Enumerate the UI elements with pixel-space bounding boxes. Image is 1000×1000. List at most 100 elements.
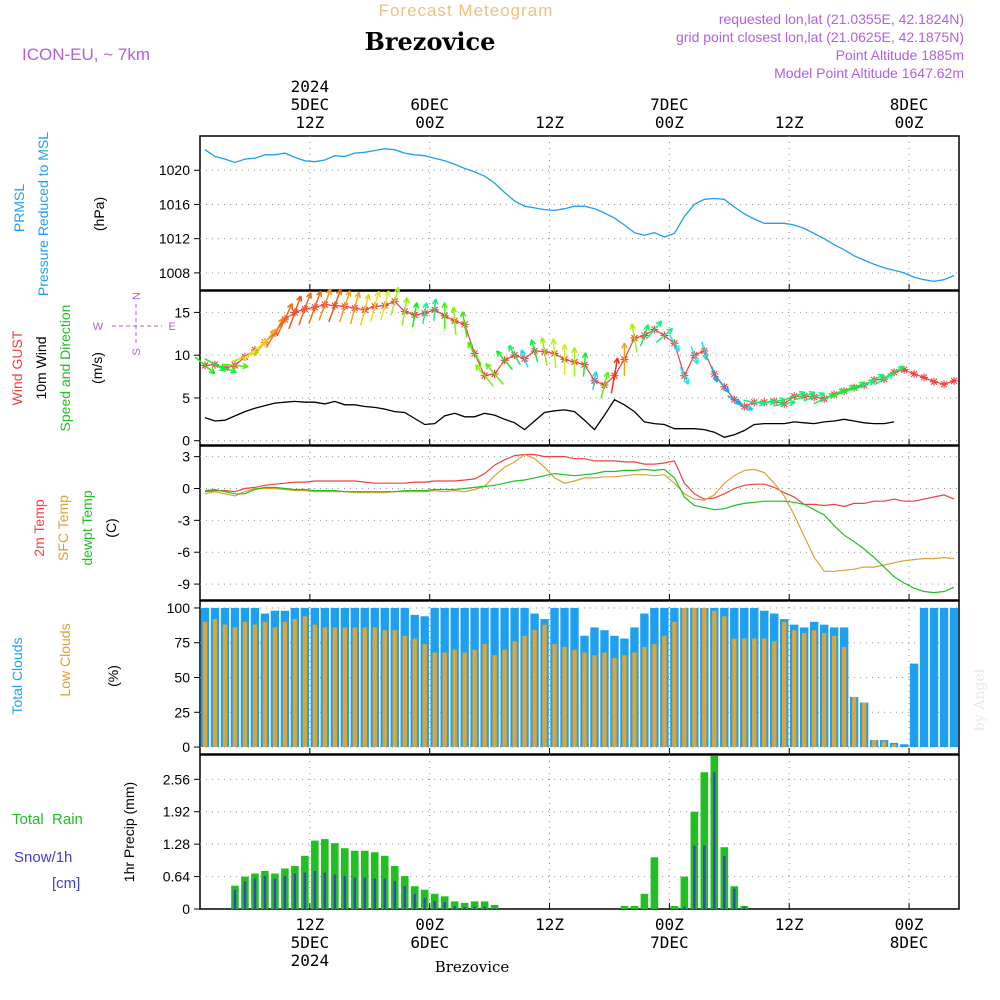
rain-bar bbox=[490, 904, 499, 909]
bottom-hour-label: 12Z bbox=[775, 915, 804, 934]
model-altitude: Model Point Altitude 1647.62m bbox=[774, 65, 964, 81]
rain-bar bbox=[700, 772, 709, 909]
wind-arrow bbox=[864, 373, 885, 387]
low-clouds-bar bbox=[382, 630, 387, 748]
wind-arrow bbox=[582, 352, 587, 377]
low-clouds-bar bbox=[772, 641, 777, 748]
low-clouds-bar bbox=[352, 627, 357, 748]
compass-west: W bbox=[93, 321, 104, 333]
wind-arrow-head bbox=[621, 342, 628, 349]
precipitation-ytick-label: 1.28 bbox=[163, 836, 190, 852]
wind-arrow bbox=[690, 345, 699, 365]
low-clouds-bar bbox=[881, 741, 887, 748]
wind-arrow-head bbox=[242, 362, 249, 370]
low-clouds-bar bbox=[851, 696, 857, 748]
pressure-units: (hPa) bbox=[91, 197, 107, 231]
wind-arrow-head bbox=[746, 404, 754, 411]
wind-arrow-head bbox=[789, 399, 796, 407]
wind-arrow-head bbox=[798, 390, 806, 398]
low-clouds-bar bbox=[502, 649, 507, 748]
compass-east: E bbox=[168, 321, 175, 333]
rain-bar bbox=[460, 902, 469, 909]
wind-arrow-head bbox=[520, 349, 527, 356]
rain-bar bbox=[650, 857, 659, 909]
low-clouds-bar bbox=[582, 652, 587, 748]
wind-arrow-head bbox=[485, 362, 492, 370]
total-clouds-bar bbox=[929, 607, 939, 748]
panel-temperature: -9 -6 -3 0 3 bbox=[178, 445, 960, 601]
low-clouds-label: Low Clouds bbox=[57, 623, 73, 696]
snow-bar bbox=[303, 872, 307, 909]
wind-arrow-head bbox=[335, 288, 343, 296]
pressure-frame bbox=[199, 135, 960, 291]
wind-arrow bbox=[710, 365, 718, 383]
total-clouds-bar bbox=[919, 607, 929, 748]
wind-dir-label: Speed and Direction bbox=[57, 305, 73, 432]
snow-bar bbox=[333, 874, 337, 909]
wind-arrow bbox=[194, 356, 216, 375]
wind-arrow bbox=[803, 392, 825, 402]
gust-marker bbox=[920, 373, 929, 382]
total-clouds-bar bbox=[949, 607, 959, 748]
station-title: Brezovice bbox=[365, 27, 496, 56]
wind-arrow bbox=[298, 292, 312, 326]
wind-arrow bbox=[773, 401, 796, 407]
low-clouds-bar bbox=[332, 627, 338, 748]
snow-bar bbox=[293, 873, 297, 909]
pressure-ytick-label: 1008 bbox=[159, 265, 190, 281]
precipitation-ytick-label: 0 bbox=[182, 901, 190, 917]
wind-arrow bbox=[422, 302, 428, 324]
low-clouds-bar bbox=[532, 630, 537, 748]
wind-arrow bbox=[390, 287, 400, 316]
low-clouds-bar bbox=[482, 644, 487, 748]
wind-arrow bbox=[231, 351, 259, 363]
wind-ytick-label: 0 bbox=[182, 433, 190, 449]
top-date-label: 8DEC bbox=[890, 95, 929, 114]
panel-wind: 0 5 10 15 bbox=[174, 290, 960, 449]
low-clouds-bar bbox=[762, 638, 767, 748]
point-altitude: Point Altitude 1885m bbox=[836, 47, 964, 63]
bottom-year-label: 2024 bbox=[291, 951, 330, 970]
wind-arrow bbox=[308, 290, 322, 324]
wind-arrow bbox=[328, 288, 342, 323]
low-clouds-bar bbox=[652, 644, 657, 748]
clouds-ytick-label: 25 bbox=[174, 704, 190, 720]
temperature-ytick-label: -3 bbox=[178, 512, 191, 528]
wind-arrow bbox=[530, 339, 539, 363]
wind-ytick-label: 10 bbox=[174, 347, 190, 363]
low-clouds-bar bbox=[492, 655, 497, 748]
low-clouds-bar bbox=[272, 627, 278, 748]
low-clouds-bar bbox=[402, 635, 407, 748]
total-clouds-bar bbox=[909, 663, 919, 748]
low-clouds-bar bbox=[632, 652, 637, 748]
wind-arrow bbox=[508, 345, 521, 366]
wind-arrow-head bbox=[460, 311, 467, 318]
wind-arrow bbox=[655, 328, 674, 343]
wind-arrow-head bbox=[683, 378, 690, 385]
wind-arrow-head bbox=[818, 391, 826, 399]
wind-arrow-head bbox=[230, 367, 237, 374]
wind-arrow bbox=[646, 320, 663, 339]
wind-arrow bbox=[276, 303, 293, 336]
pressure-label-2: Pressure Reduced to MSL bbox=[35, 132, 51, 296]
snow-bar bbox=[473, 906, 476, 909]
gust-marker bbox=[900, 365, 909, 374]
wind-arrow bbox=[401, 297, 408, 326]
wind-arrow bbox=[639, 324, 650, 347]
wind-arrow-head bbox=[412, 302, 420, 309]
snow-bar bbox=[233, 889, 237, 909]
top-date-label: 5DEC bbox=[291, 95, 330, 114]
wind-arrow bbox=[318, 288, 332, 321]
low-clouds-bar bbox=[752, 638, 757, 748]
pressure-line bbox=[204, 148, 955, 283]
wind-arrow bbox=[874, 372, 894, 386]
clouds-ytick-label: 50 bbox=[174, 670, 190, 686]
low-clouds-bar bbox=[662, 635, 667, 748]
wind-arrow-head bbox=[561, 344, 568, 351]
bottom-date-label: 5DEC bbox=[291, 933, 330, 952]
wind-ytick-label: 5 bbox=[182, 390, 190, 406]
bottom-hour-label: 00Z bbox=[415, 915, 444, 934]
wind-arrow bbox=[552, 338, 557, 369]
wind-arrow bbox=[213, 363, 237, 373]
wind-arrow bbox=[253, 329, 276, 356]
